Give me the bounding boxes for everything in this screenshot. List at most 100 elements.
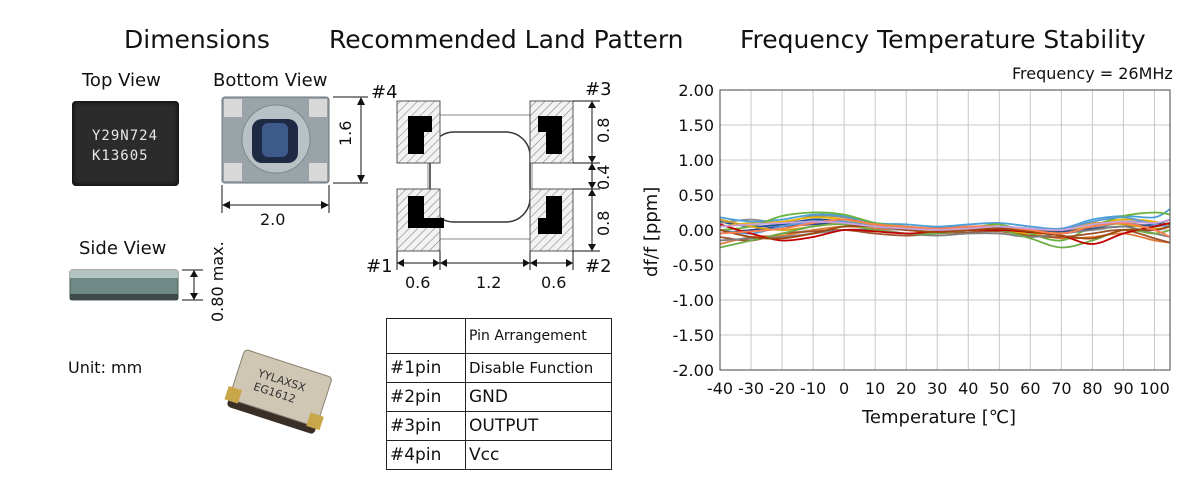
table-row: #2pin GND: [386, 382, 612, 412]
chart-title: Frequency Temperature Stability: [740, 25, 1146, 54]
land-pattern-title: Recommended Land Pattern: [329, 25, 684, 54]
function-cell: GND: [465, 382, 612, 412]
chart-xlabel: Temperature [℃]: [862, 407, 1017, 428]
side-view-base: [70, 294, 178, 300]
function-cell: Vcc: [465, 440, 612, 470]
x-tick-label: -30: [738, 379, 764, 398]
arrow-icon: [588, 182, 596, 189]
series-line-15: [719, 218, 1171, 238]
arrow-icon: [357, 175, 365, 183]
y-tick-label: 0.00: [678, 221, 714, 240]
arrow-icon: [397, 259, 404, 267]
x-tick-label: 10: [865, 379, 885, 398]
part-photo-lid: [229, 349, 332, 427]
pin-table-header-row: Pin Arrangement: [386, 318, 612, 354]
terminal-3: [538, 116, 562, 154]
x-tick-label: 30: [927, 379, 947, 398]
part-marking-line1: Y29N724: [92, 128, 159, 144]
part-marking-line2: K13605: [92, 148, 149, 164]
dim-bottom-right: 0.6: [541, 273, 567, 292]
table-row: #4pin Vcc: [386, 440, 612, 470]
x-tick-label: 60: [1020, 379, 1040, 398]
bottom-pad: [309, 99, 327, 117]
top-view-label: Top View: [82, 70, 161, 91]
terminal-1: [408, 196, 444, 228]
side-view-drawing: [69, 269, 203, 301]
land-pattern-drawing: [396, 100, 600, 270]
y-tick-label: -2.00: [673, 361, 714, 380]
bottom-pad: [224, 163, 242, 181]
y-tick-label: -1.00: [673, 291, 714, 310]
pin-cell: #4pin: [386, 440, 466, 470]
chart-ticks: -40 -30 -20 -10 0 10 20 30 40 50 60 70 80 90 100 2.00 1.…: [673, 81, 1170, 398]
x-tick-label: 0: [839, 379, 849, 398]
arrow-icon: [440, 259, 447, 267]
y-tick-label: 0.50: [678, 186, 714, 205]
arrow-icon: [588, 101, 596, 108]
table-row: #1pin Disable Function: [386, 353, 612, 383]
arrow-icon: [588, 189, 596, 196]
arrow-icon: [588, 163, 596, 170]
arrow-icon: [588, 244, 596, 251]
pad-label-3: #3: [585, 79, 612, 100]
chart-series: [719, 208, 1171, 249]
x-tick-label: 20: [896, 379, 916, 398]
chart-annotation: Frequency = 26MHz: [1012, 64, 1173, 83]
plot-frame: [719, 89, 1171, 371]
arrow-icon: [530, 259, 537, 267]
x-tick-label: 70: [1051, 379, 1071, 398]
package-outline: [427, 114, 533, 240]
arrow-icon: [190, 270, 198, 277]
terminal-2: [538, 196, 562, 234]
arrow-icon: [566, 259, 573, 267]
x-tick-label: 80: [1082, 379, 1102, 398]
arrow-icon: [321, 201, 329, 209]
y-tick-label: 1.00: [678, 151, 714, 170]
dimensions-title: Dimensions: [124, 25, 270, 54]
dim-bottom-left: 0.6: [405, 273, 431, 292]
arrow-icon: [357, 97, 365, 105]
bottom-width-dim: 2.0: [260, 210, 286, 229]
crystal-outline: [429, 131, 531, 223]
bottom-pad: [224, 99, 242, 117]
arrow-icon: [588, 156, 596, 163]
bottom-crystal-center: [262, 123, 288, 157]
y-tick-label: -0.50: [673, 256, 714, 275]
part-photo-pad: [306, 412, 324, 431]
dim-bottom-center: 1.2: [476, 273, 502, 292]
pin-table-corner: [386, 318, 466, 354]
unit-label: Unit: mm: [68, 358, 143, 377]
pad-label-2: #2: [585, 256, 612, 277]
y-tick-label: 1.50: [678, 116, 714, 135]
bottom-view-label: Bottom View: [213, 70, 328, 91]
x-tick-label: -40: [707, 379, 733, 398]
series-line-16: [719, 218, 1171, 232]
arrow-icon: [190, 293, 198, 300]
y-tick-label: 2.00: [678, 81, 714, 100]
side-view-label: Side View: [79, 238, 167, 259]
pad-label-4: #4: [371, 82, 398, 103]
x-tick-label: -10: [800, 379, 826, 398]
pin-table: Pin Arrangement #1pin Disable Function #…: [386, 318, 612, 470]
pad-label-1: #1: [366, 256, 393, 277]
function-cell: Disable Function: [465, 353, 612, 383]
top-view-part: Y29N724 K13605: [72, 101, 179, 186]
series-line-14: [719, 224, 1171, 240]
pin-cell: #2pin: [386, 382, 466, 412]
part-photo-pad: [224, 385, 243, 404]
x-tick-label: 50: [989, 379, 1009, 398]
y-tick-label: -1.50: [673, 326, 714, 345]
series-line-9: [719, 225, 1171, 242]
x-tick-label: 40: [958, 379, 978, 398]
side-view-lid: [70, 270, 178, 278]
bottom-pad: [309, 163, 327, 181]
x-tick-label: 100: [1139, 379, 1170, 398]
x-tick-label: -20: [769, 379, 795, 398]
arrow-icon: [523, 259, 530, 267]
series-line-8: [719, 228, 1171, 244]
pin-table-header: Pin Arrangement: [465, 318, 612, 354]
part-photo: YYLAXSX EG1612: [224, 349, 332, 434]
series-line-5: [719, 208, 1171, 230]
pin-cell: #1pin: [386, 353, 466, 383]
